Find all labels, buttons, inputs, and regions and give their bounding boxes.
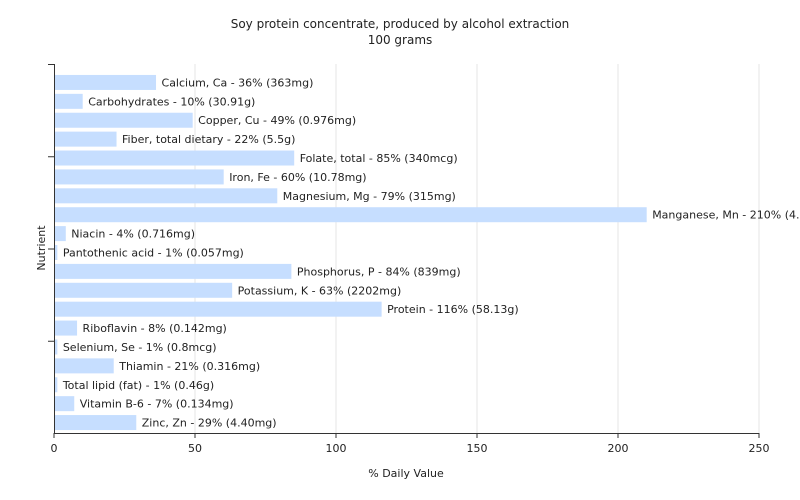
bar [54,188,278,204]
bar [54,245,58,260]
axes: 0 50 100 150 200 250 [48,64,770,455]
x-tick-label: 200 [608,442,629,455]
chart-title-block: Soy protein concentrate, produced by alc… [0,16,800,48]
bar-label: Niacin - 4% (0.716mg) [71,228,195,241]
bar-label: Folate, total - 85% (340mcg) [300,152,458,165]
bar [54,169,224,185]
bar-label: Carbohydrates - 10% (30.91g) [88,95,255,108]
bar-label: Potassium, K - 63% (2202mg) [238,284,402,297]
bar [54,207,647,223]
bar-label: Protein - 116% (58.13g) [387,303,519,316]
bar [54,226,66,242]
x-tick-label: 0 [51,442,58,455]
bar-label: Calcium, Ca - 36% (363mg) [162,76,314,89]
bars [54,74,647,431]
bar [54,396,75,412]
bar-label: Selenium, Se - 1% (0.8mcg) [63,341,217,354]
bar-label: Iron, Fe - 60% (10.78mg) [229,171,366,184]
bar [54,358,114,374]
chart-subtitle: 100 grams [367,33,433,47]
bar [54,301,382,317]
x-tick-label: 100 [326,442,347,455]
bar-labels: Calcium, Ca - 36% (363mg) Carbohydrates -… [62,76,800,429]
bar [54,93,83,109]
chart-title: Soy protein concentrate, produced by alc… [230,17,570,31]
y-axis-title: Nutrient [35,225,48,271]
x-tick-label: 150 [467,442,488,455]
bar [54,320,78,336]
bar-label: Fiber, total dietary - 22% (5.5g) [122,133,295,146]
gridlines [194,64,760,433]
bar [54,131,117,147]
bar [54,377,58,393]
bar-label: Vitamin B-6 - 7% (0.134mg) [80,398,234,411]
bar [54,112,193,128]
x-tick-label: 50 [188,442,202,455]
bar [54,415,137,431]
bar-label: Phosphorus, P - 84% (839mg) [297,265,461,278]
bar-label: Copper, Cu - 49% (0.976mg) [198,114,356,127]
bar-label: Total lipid (fat) - 1% (0.46g) [62,379,214,392]
bar [54,74,157,90]
bar-label: Magnesium, Mg - 79% (315mg) [283,190,456,203]
x-axis-title: % Daily Value [368,467,444,480]
bar-label: Riboflavin - 8% (0.142mg) [83,322,227,335]
bar-label: Zinc, Zn - 29% (4.40mg) [142,417,277,430]
bar [54,263,292,279]
bar-label: Pantothenic acid - 1% (0.057mg) [63,247,244,260]
bar [54,150,295,166]
bar [54,339,58,355]
bar [54,282,233,298]
bar-label: Thiamin - 21% (0.316mg) [118,360,260,373]
x-tick-label: 250 [749,442,770,455]
bar-label: Manganese, Mn - 210% (4.190mg) [652,209,800,222]
